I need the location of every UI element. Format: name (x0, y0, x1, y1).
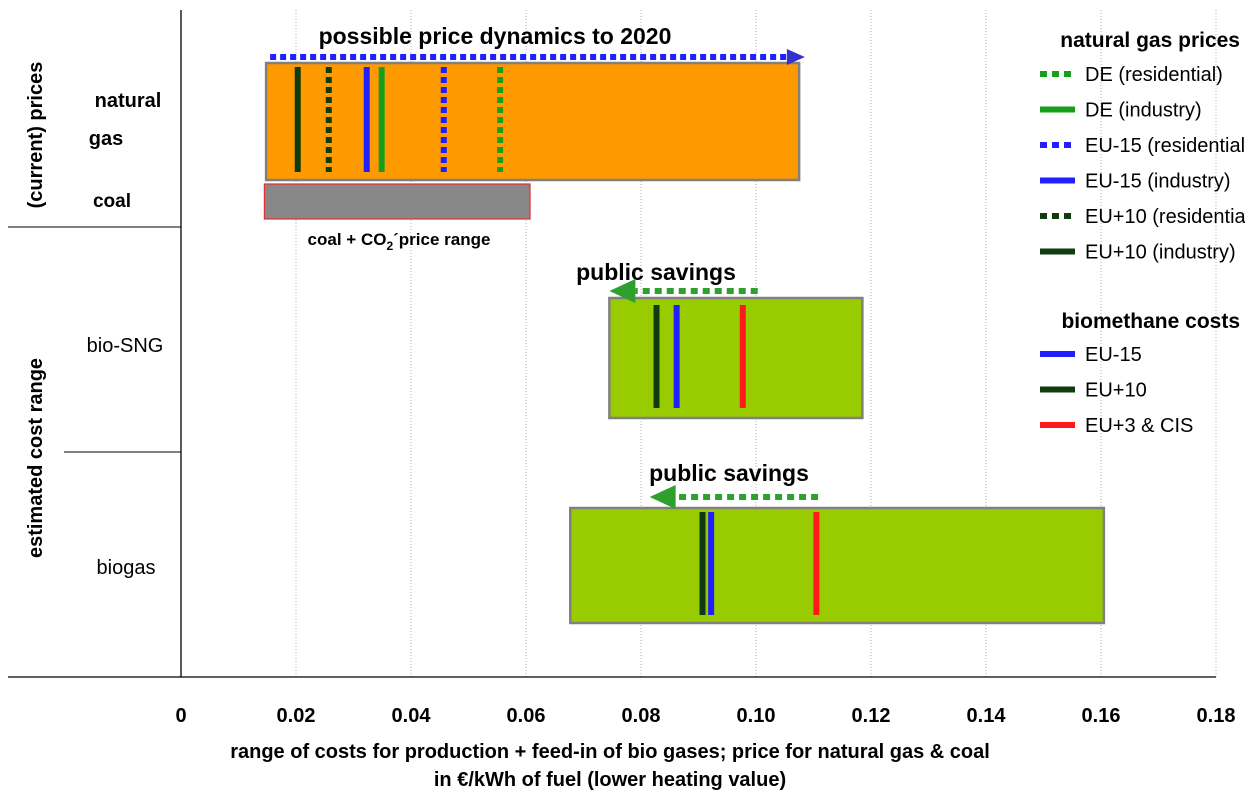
legend-title-biomethane: biomethane costs (1061, 310, 1240, 333)
x-axis-title-line2: in €/kWh of fuel (lower heating value) (434, 769, 786, 791)
x-tick-label: 0.04 (392, 705, 432, 727)
legend-label: DE (industry) (1085, 100, 1202, 122)
range-bar-bio-sng (608, 296, 864, 420)
price-lines-natural-gas (294, 67, 504, 172)
x-tick-label: 0.16 (1082, 705, 1121, 727)
annotation-coal-co2: coal + CO2´price range (308, 230, 491, 253)
annotation-price-dynamics: possible price dynamics to 2020 (319, 23, 672, 49)
group-label-current-prices: (current) prices (25, 62, 47, 209)
legend-label: EU-15 (1085, 344, 1142, 366)
arrow-price-dynamics-head (786, 49, 805, 65)
legend-label: EU+10 (residential) (1085, 206, 1245, 228)
legend-natural-gas-prices: natural gas prices DE (residential) DE (i… (1040, 29, 1245, 264)
x-axis-title-line1: range of costs for production + feed-in … (230, 741, 990, 763)
x-tick-label: 0.12 (852, 705, 891, 727)
annotation-public-savings-sng: public savings (576, 259, 736, 285)
x-tick-label: 0.08 (622, 705, 661, 727)
legend-label: EU+3 & CIS (1085, 415, 1193, 437)
range-bar-natural-gas (264, 61, 801, 182)
cost-lines-bio-sng (653, 305, 746, 408)
legend-label: EU+10 (industry) (1085, 242, 1236, 264)
row-label-gas: gas (89, 128, 123, 150)
legend-title-natural-gas: natural gas prices (1060, 29, 1240, 52)
arrow-public-savings-biogas-head (649, 485, 676, 509)
x-tick-label: 0.02 (277, 705, 316, 727)
x-tick-labels: 0 0.02 0.04 0.06 0.08 0.10 0.12 0.14 0.16 0.18 (175, 705, 1235, 727)
row-label-natural: natural (95, 90, 162, 112)
x-tick-label: 0.10 (737, 705, 776, 727)
row-label-coal: coal (93, 191, 131, 212)
x-tick-label: 0 (175, 705, 186, 727)
legend-biomethane-costs: biomethane costs EU-15 EU+10 EU+3 & CIS (1040, 310, 1240, 437)
arrow-public-savings-sng-head (609, 279, 636, 303)
range-bar-coal (263, 183, 531, 220)
x-tick-label: 0.14 (967, 705, 1007, 727)
row-label-biogas: biogas (97, 557, 156, 579)
group-label-estimated-cost-range: estimated cost range (25, 358, 47, 558)
legend-label: DE (residential) (1085, 64, 1223, 86)
legend-label: EU-15 (industry) (1085, 171, 1231, 193)
legend-label: EU-15 (residential) (1085, 135, 1245, 157)
x-tick-label: 0.06 (507, 705, 546, 727)
cost-lines-biogas (699, 512, 820, 615)
x-tick-label: 0.18 (1197, 705, 1236, 727)
annotation-public-savings-biogas: public savings (649, 460, 809, 486)
legend-label: EU+10 (1085, 380, 1147, 402)
row-label-bio-sng: bio-SNG (87, 335, 164, 357)
range-bar-biogas (569, 506, 1106, 625)
